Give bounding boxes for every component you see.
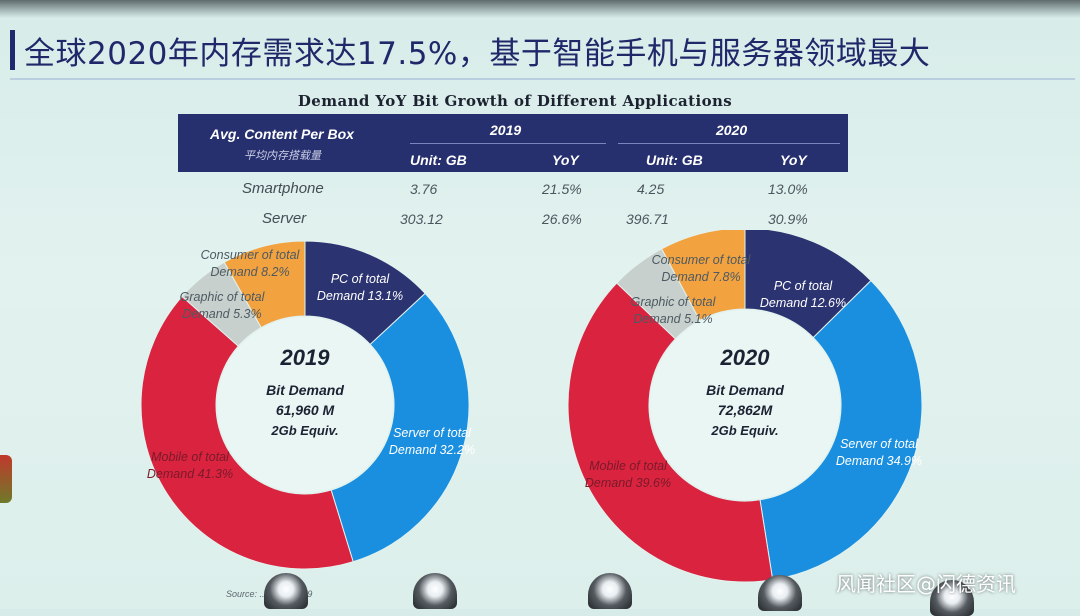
- table-cell: 21.5%: [542, 181, 582, 197]
- center-label: 61,960 M: [276, 402, 335, 418]
- slice-server: [759, 279, 923, 581]
- slice-mobile: [567, 282, 774, 583]
- slice-label-mobile: Mobile of total: [151, 450, 230, 464]
- slice-label-graphic: Graphic of total: [631, 295, 717, 309]
- row-label: Server: [262, 210, 307, 227]
- slice-label-pc: Demand 13.1%: [317, 289, 403, 303]
- center-year: 2020: [720, 345, 771, 370]
- header-label-cn: 平均内存搭载量: [244, 149, 321, 162]
- header-rule-2020: [618, 143, 840, 144]
- slice-label-pc: PC of total: [331, 272, 391, 286]
- page-title: 全球2020年内存需求达17.5%，基于智能手机与服务器领域最大: [24, 36, 931, 72]
- table-cell: 3.76: [410, 181, 438, 197]
- slice-label-consumer: Demand 7.8%: [661, 270, 740, 284]
- center-label: 2Gb Equiv.: [710, 423, 778, 438]
- header-year-2020: 2020: [716, 122, 748, 138]
- stage-light: [413, 573, 457, 609]
- header-unit-2019: Unit: GB: [410, 152, 467, 168]
- edge-decoration: [0, 455, 12, 503]
- donut-chart-2020: PC of total Demand 12.6% Server of total De…: [567, 230, 923, 583]
- table-cell: 26.6%: [542, 211, 582, 227]
- table-cell: 4.25: [637, 181, 665, 197]
- slice-label-graphic: Demand 5.3%: [182, 307, 261, 321]
- table-cell: 13.0%: [768, 181, 808, 197]
- title-divider: [10, 78, 1075, 80]
- donut-chart-2019: PC of total Demand 13.1% Server of total De…: [140, 240, 475, 570]
- center-label: 72,862M: [718, 402, 773, 418]
- slice-label-consumer: Consumer of total: [652, 253, 752, 267]
- row-label: Smartphone: [242, 180, 324, 197]
- slice-label-mobile: Mobile of total: [589, 459, 668, 473]
- slice-label-consumer: Demand 8.2%: [210, 265, 289, 279]
- title-accent-bar: [10, 30, 15, 70]
- stage-light: [264, 573, 308, 609]
- stage-light: [588, 573, 632, 609]
- watermark: 风闻社区@闪德资讯: [836, 572, 1016, 596]
- slice-label-graphic: Graphic of total: [180, 290, 266, 304]
- center-label: Bit Demand: [266, 382, 344, 398]
- header-rule-2019: [410, 143, 606, 144]
- table-cell: 30.9%: [768, 211, 808, 227]
- header-year-2019: 2019: [490, 122, 522, 138]
- header-label: Avg. Content Per Box: [210, 126, 354, 142]
- slice-label-pc: PC of total: [774, 279, 834, 293]
- slice-label-mobile: Demand 39.6%: [585, 476, 671, 490]
- center-label: Bit Demand: [706, 382, 784, 398]
- slice-server: [330, 292, 470, 563]
- slice-label-graphic: Demand 5.1%: [633, 312, 712, 326]
- slice-consumer: [223, 240, 306, 329]
- stage-light: [758, 575, 802, 611]
- slice-label-mobile: Demand 41.3%: [147, 467, 233, 481]
- donut-hole: [650, 310, 840, 500]
- slice-consumer: [661, 230, 746, 321]
- slice-label-server: Server of total: [840, 437, 919, 451]
- table-header: Avg. Content Per Box 平均内存搭载量 2019 2020 U…: [178, 114, 848, 172]
- slice-label-server: Demand 32.2%: [389, 443, 475, 457]
- center-label: 2Gb Equiv.: [270, 423, 338, 438]
- slice-label-pc: Demand 12.6%: [760, 296, 846, 310]
- slice-label-server: Server of total: [393, 426, 472, 440]
- header-unit-2020: Unit: GB: [646, 152, 703, 168]
- table-title: Demand YoY Bit Growth of Different Appli…: [297, 92, 733, 110]
- slice-label-server: Demand 34.9%: [836, 454, 922, 468]
- header-yoy-2019: YoY: [552, 152, 579, 168]
- slice-mobile: [140, 295, 354, 570]
- header-yoy-2020: YoY: [780, 152, 807, 168]
- donut-hole: [217, 317, 393, 493]
- center-year: 2019: [280, 345, 331, 370]
- table-cell: 396.71: [626, 211, 669, 227]
- top-edge-shadow: [0, 0, 1080, 18]
- table-cell: 303.12: [400, 211, 443, 227]
- slice-label-consumer: Consumer of total: [201, 248, 301, 262]
